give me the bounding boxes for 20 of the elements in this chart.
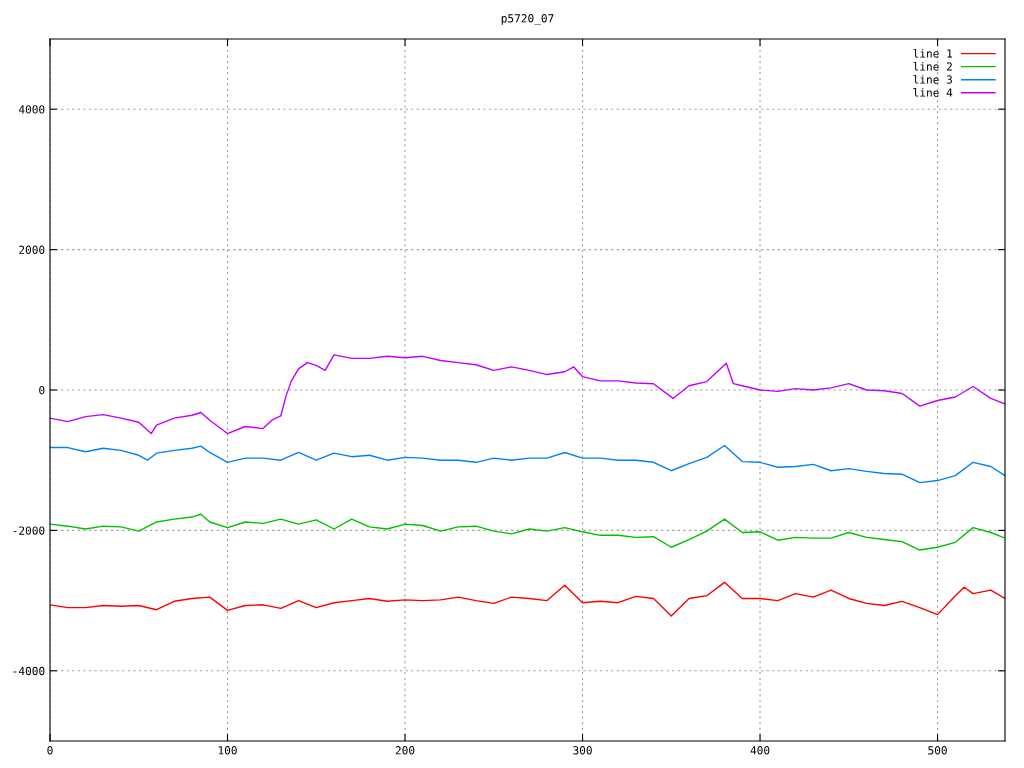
x-tick-label: 500 [928,746,947,755]
y-tick-label: -4000 [13,666,45,676]
chart-title: p5720_07 [501,14,554,25]
y-tick-label: 0 [39,386,45,395]
line-series [50,444,1005,484]
y-tick-label: 4000 [18,105,45,114]
y-tick-label: -2000 [13,526,45,535]
x-tick-label: 300 [573,746,592,755]
line-series [50,513,1005,551]
x-tick-label: 0 [47,746,53,755]
y-tick-label: 2000 [19,245,45,255]
legend-label: line 3 [913,75,952,84]
legend-label: line 2 [913,62,952,71]
x-tick-label: 200 [395,746,415,755]
line-series [50,581,1005,617]
legend-label: line 4 [913,88,953,97]
legend-label: line 1 [913,49,953,58]
line-series [50,354,1005,435]
x-tick-label: 100 [218,746,237,755]
x-tick-label: 400 [750,746,770,755]
